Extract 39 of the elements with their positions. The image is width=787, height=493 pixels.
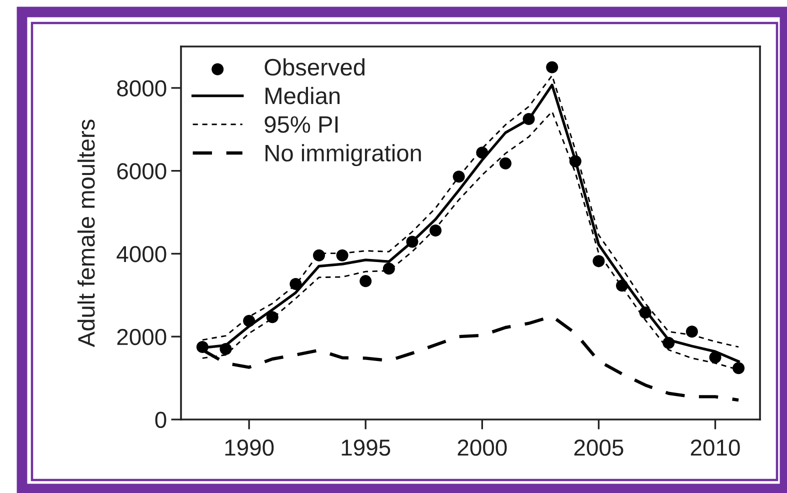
point [312,249,326,262]
point [220,343,232,356]
y-tick-label: 4000 [116,246,166,262]
point [616,280,628,292]
point [406,236,418,248]
point [360,275,372,288]
point [266,311,278,324]
point [732,362,745,374]
point [290,278,302,290]
y-tick-label: 2000 [117,328,166,346]
x-tick-label: 2005 [574,440,624,456]
x-tick-label: 1990 [225,440,274,456]
x-tick-label: 1995 [342,440,390,456]
point [686,326,698,338]
point [452,170,465,183]
legend-label: No immigration [266,144,421,166]
y-tick-label: 6000 [117,163,166,180]
point [430,224,442,237]
y-tick-label: 8000 [117,80,166,96]
point [499,157,512,170]
point [196,340,208,353]
point [476,146,488,159]
point [592,255,605,268]
y-tick-label: 0 [155,412,166,428]
point [709,351,722,364]
y-axis-title: Adult female moulters [77,120,95,348]
x-tick-label: 2010 [690,440,740,456]
point [662,336,675,349]
point [639,306,652,319]
point [382,262,395,275]
point [522,113,535,126]
point [569,155,582,168]
x-tick-label: 2000 [458,440,507,456]
legend-label: Observed [264,58,364,76]
point [336,249,348,262]
legend-label: 95% PI [264,116,338,133]
legend-label: Median [266,86,340,104]
point [243,314,256,327]
point [546,61,558,74]
